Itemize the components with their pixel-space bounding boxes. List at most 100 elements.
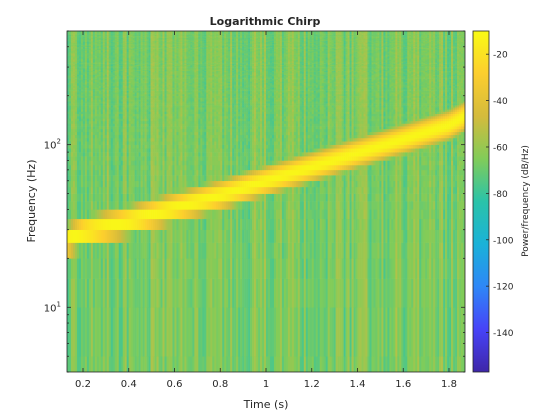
spectrogram-column: [246, 30, 248, 374]
spectrogram-column: [381, 30, 383, 374]
spectrogram-column: [399, 30, 401, 374]
spectrogram-column: [129, 30, 131, 374]
spectrogram-column: [375, 30, 377, 374]
spectrogram-column: [248, 30, 250, 374]
spectrogram-column: [172, 30, 174, 374]
spectrogram-column: [338, 30, 340, 374]
spectrogram-column: [256, 30, 258, 374]
spectrogram-column: [77, 30, 79, 374]
spectrogram-column: [403, 30, 405, 374]
spectrogram-column: [170, 30, 172, 374]
spectrogram-column: [457, 30, 459, 374]
spectrogram-column: [190, 30, 192, 374]
spectrogram-column: [379, 30, 381, 374]
spectrogram-column: [167, 30, 169, 374]
spectrogram-column: [153, 30, 155, 374]
spectrogram-column: [71, 30, 73, 374]
spectrogram-column: [383, 30, 385, 374]
y-axis-label: Frequency (Hz): [25, 160, 38, 243]
spectrogram-column: [310, 30, 312, 374]
x-axis-label: Time (s): [243, 398, 289, 411]
spectrogram-column: [73, 30, 75, 374]
spectrogram-column: [294, 30, 296, 374]
spectrogram-column: [441, 30, 443, 374]
x-tick-label: 1: [263, 379, 269, 390]
x-tick-label: 1.6: [395, 379, 411, 390]
spectrogram-column: [316, 30, 318, 374]
spectrogram-column: [101, 30, 103, 374]
spectrogram-column: [97, 30, 99, 374]
spectrogram-column: [435, 30, 437, 374]
spectrogram-column: [226, 30, 228, 374]
spectrogram-column: [356, 30, 358, 374]
colorbar-tick-label: -100: [493, 236, 514, 246]
spectrogram-column: [149, 30, 151, 374]
spectrogram-column: [234, 30, 236, 374]
x-tick-label: 0.4: [121, 379, 137, 390]
spectrogram-column: [87, 30, 89, 374]
spectrogram-column: [336, 30, 338, 374]
spectrogram-column: [95, 30, 97, 374]
spectrogram-column: [318, 30, 320, 374]
spectrogram-column: [362, 30, 364, 374]
spectrogram-column: [306, 30, 308, 374]
spectrogram-column: [228, 30, 230, 374]
spectrogram-column: [288, 30, 290, 374]
spectrogram-column: [439, 30, 441, 374]
spectrogram-column: [419, 30, 421, 374]
spectrogram-column: [397, 30, 399, 374]
spectrogram-column: [69, 30, 71, 374]
spectrogram-column: [322, 30, 324, 374]
spectrogram-column: [204, 30, 206, 374]
colorbar-tick-label: -120: [493, 283, 514, 293]
spectrogram-column: [230, 30, 232, 374]
spectrogram-column: [222, 30, 224, 374]
spectrogram-column: [260, 30, 262, 374]
spectrogram-column: [137, 30, 139, 374]
spectrogram-column: [192, 30, 194, 374]
colorbar-tick-label: -80: [493, 190, 508, 200]
spectrogram-column: [453, 30, 455, 374]
colorbar-ticks: -20-40-60-80-100-120-140: [486, 51, 514, 339]
spectrogram-column: [151, 30, 153, 374]
spectrogram-column: [304, 30, 306, 374]
colorbar: [473, 31, 489, 372]
spectrogram-column: [214, 30, 216, 374]
spectrogram-column: [346, 30, 348, 374]
spectrogram-column: [354, 30, 356, 374]
spectrogram-column: [127, 30, 129, 374]
y-tick-base: 10: [44, 141, 57, 152]
spectrogram-column: [290, 30, 292, 374]
colorbar-label: Power/frequency (dB/Hz): [521, 145, 531, 257]
spectrogram-column: [369, 30, 371, 374]
x-tick-label: 1.8: [441, 379, 457, 390]
spectrogram-column: [423, 30, 425, 374]
spectrogram-column: [425, 30, 427, 374]
spectrogram-column: [459, 30, 461, 374]
spectrogram-column: [409, 30, 411, 374]
spectrogram-column: [159, 30, 161, 374]
spectrogram-column: [119, 30, 121, 374]
spectrogram-column: [328, 30, 330, 374]
spectrogram-column: [389, 30, 391, 374]
x-tick-label: 0.8: [212, 379, 228, 390]
spectrogram-column: [433, 30, 435, 374]
spectrogram-column: [89, 30, 91, 374]
spectrogram-column: [268, 30, 270, 374]
spectrogram-column: [123, 30, 125, 374]
spectrogram-column: [113, 30, 115, 374]
spectrogram-column: [93, 30, 95, 374]
spectrogram-column: [99, 30, 101, 374]
spectrogram-column: [332, 30, 334, 374]
spectrogram-column: [107, 30, 109, 374]
spectrogram-column: [421, 30, 423, 374]
spectrogram-column: [352, 30, 354, 374]
spectrogram-column: [348, 30, 350, 374]
spectrogram-column: [413, 30, 415, 374]
spectrogram-column: [139, 30, 141, 374]
spectrogram-column: [262, 30, 264, 374]
spectrogram-column: [220, 30, 222, 374]
spectrogram-column: [202, 30, 204, 374]
spectrogram-column: [141, 30, 143, 374]
